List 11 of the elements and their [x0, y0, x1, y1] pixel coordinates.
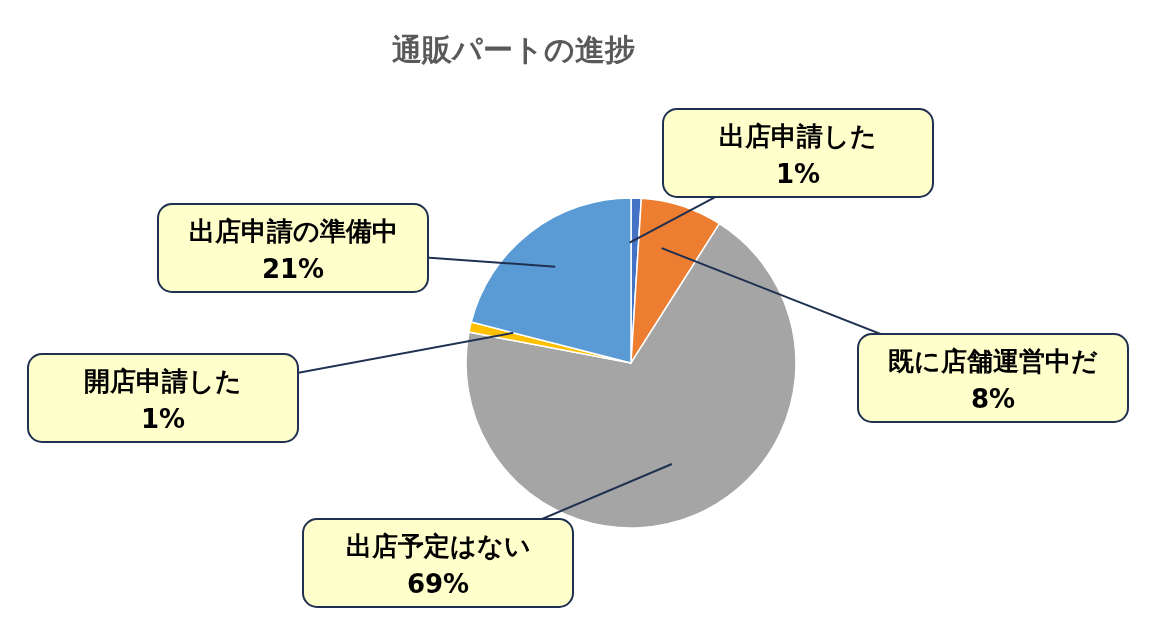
- data-label: 69%: [406, 569, 470, 599]
- data-label: 8%: [970, 384, 1016, 414]
- data-label: 1%: [775, 159, 821, 189]
- slice-label: 出店予定はない: [345, 531, 531, 561]
- slice-label: 出店申請の準備中: [188, 216, 398, 246]
- data-label: 1%: [140, 404, 186, 434]
- slice-label: 既に店舗運営中だ: [888, 346, 1098, 376]
- data-label: 21%: [261, 254, 325, 284]
- chart-title: 通販パートの進捗: [391, 32, 635, 67]
- slice-label: 開店申請した: [84, 366, 242, 396]
- slice-label: 出店申請した: [719, 121, 877, 151]
